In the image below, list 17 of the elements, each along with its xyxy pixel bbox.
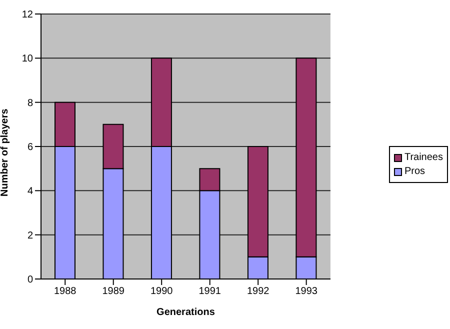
y-axis-title: Number of players xyxy=(0,108,11,196)
y-tick-label: 6 xyxy=(27,142,34,154)
x-axis-title: Generations xyxy=(156,307,216,318)
x-tick-label: 1993 xyxy=(295,286,318,298)
legend-label: Trainees xyxy=(404,152,443,163)
x-tick-label: 1989 xyxy=(102,286,125,298)
y-tick-label: 10 xyxy=(22,54,34,65)
y-tick-label: 8 xyxy=(27,98,34,109)
x-tick-label: 1991 xyxy=(198,286,222,298)
x-tick-label: 1990 xyxy=(150,286,174,298)
y-tick-label: 12 xyxy=(22,10,34,21)
legend-label: Pros xyxy=(404,166,426,177)
y-tick-label: 2 xyxy=(27,230,34,242)
y-tick-label: 0 xyxy=(27,274,34,286)
x-tick-label: 1988 xyxy=(54,286,77,298)
y-tick-label: 4 xyxy=(27,186,34,198)
x-tick-label: 1992 xyxy=(246,286,270,298)
